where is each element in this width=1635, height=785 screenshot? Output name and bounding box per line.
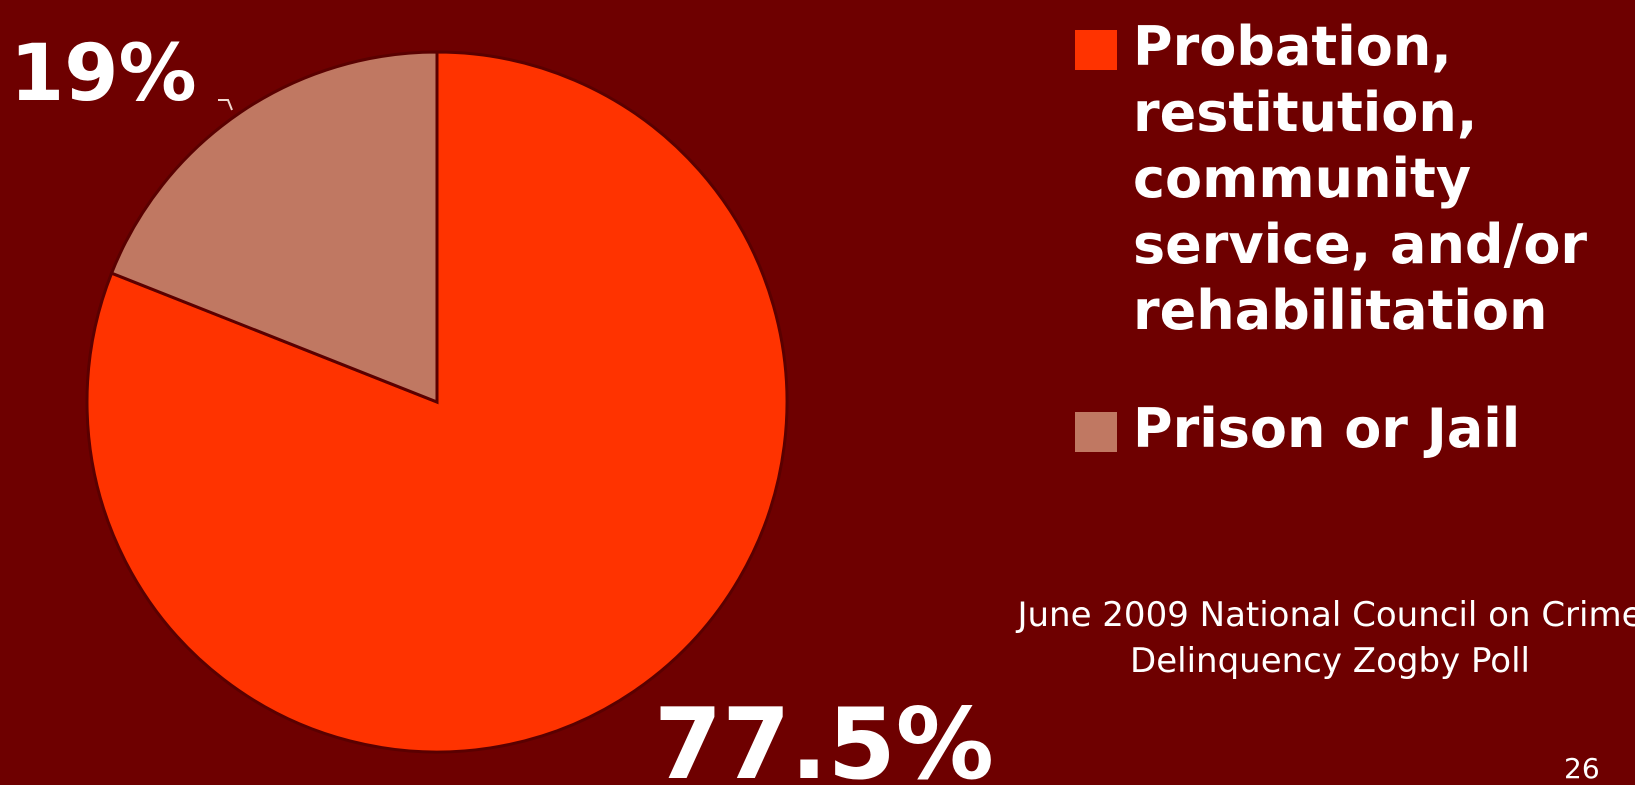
legend: Probation, restitution, community servic… bbox=[1075, 14, 1635, 462]
legend-label-prison: Prison or Jail bbox=[1133, 397, 1521, 460]
label-leader-line bbox=[218, 99, 233, 111]
source-note: June 2009 National Council on Crime Deli… bbox=[1017, 595, 1635, 681]
pie-slice-prison bbox=[109, 50, 439, 405]
legend-swatch-probation bbox=[1075, 30, 1117, 70]
data-label-prison: 19% bbox=[10, 29, 197, 119]
data-label-probation: 77.5% bbox=[654, 688, 994, 783]
legend-item-prison: Prison or Jail bbox=[1075, 396, 1635, 462]
page-number: 26 bbox=[1564, 752, 1600, 785]
legend-label-probation: Probation, restitution, community servic… bbox=[1133, 15, 1588, 342]
legend-swatch-prison bbox=[1075, 412, 1117, 452]
legend-item-probation: Probation, restitution, community servic… bbox=[1075, 14, 1635, 344]
